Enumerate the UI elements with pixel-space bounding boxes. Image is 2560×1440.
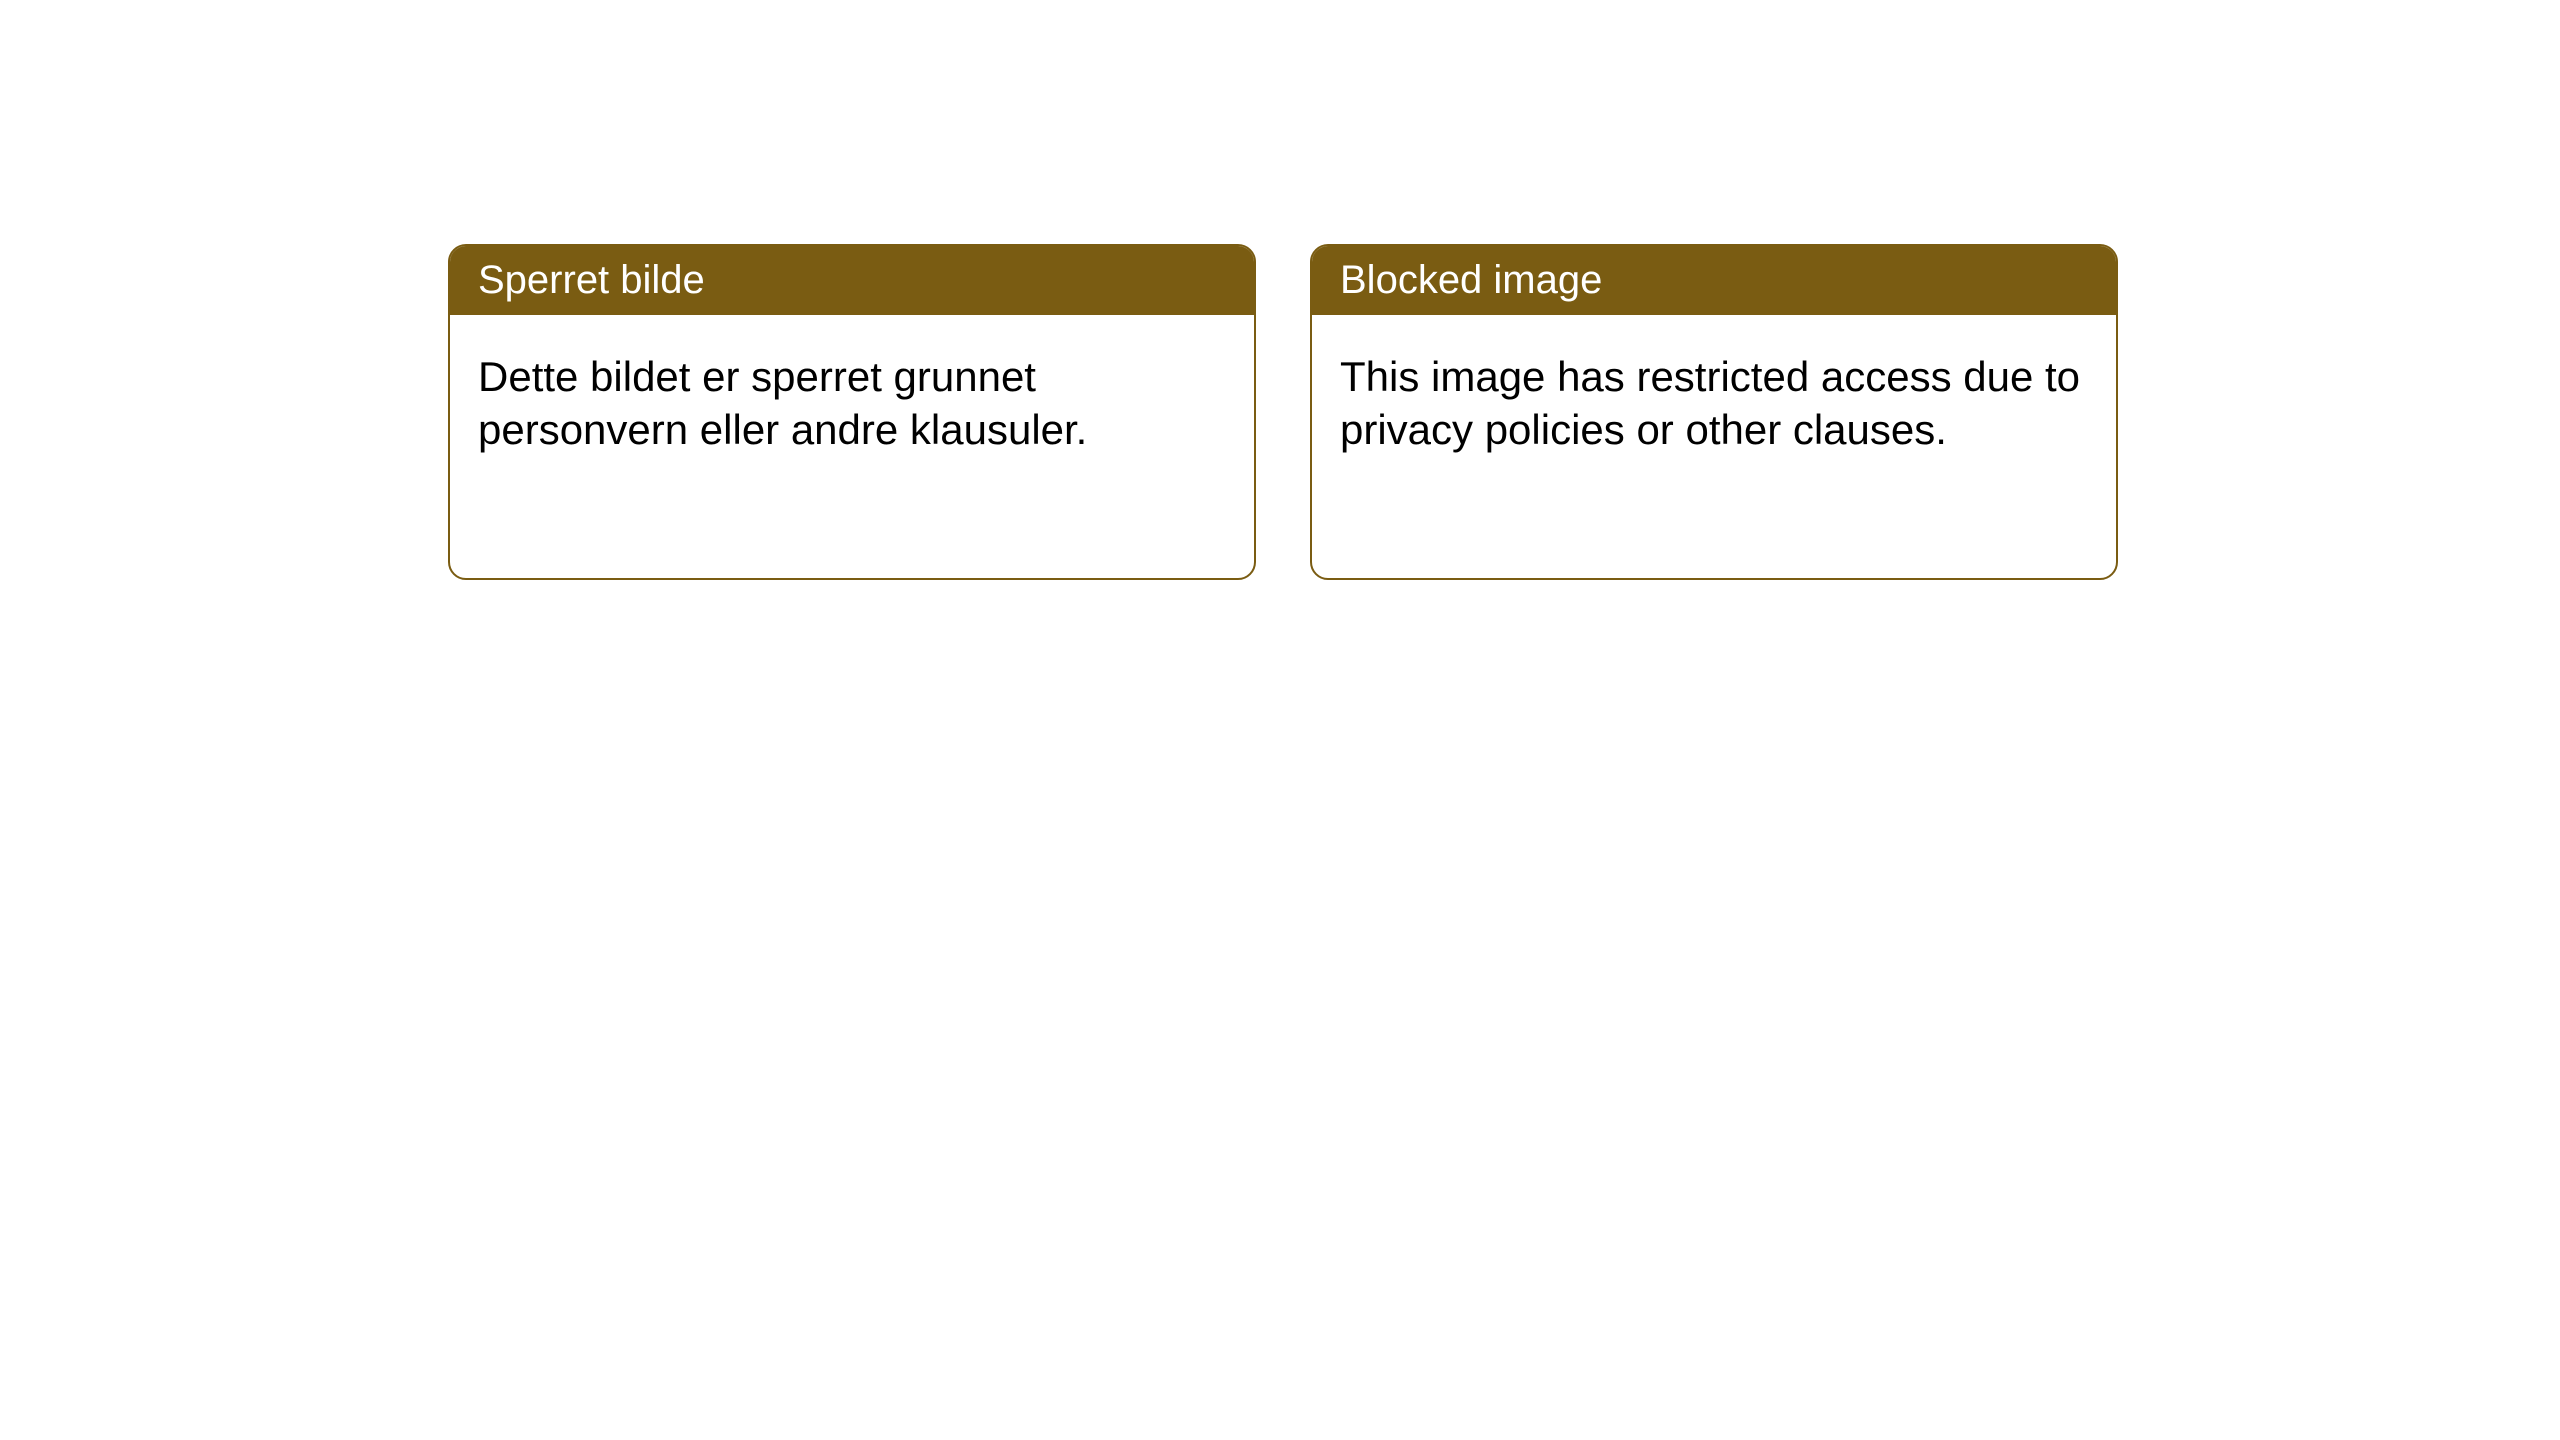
- notice-container: Sperret bilde Dette bildet er sperret gr…: [0, 0, 2560, 580]
- notice-body-english: This image has restricted access due to …: [1312, 315, 2116, 492]
- notice-header-english: Blocked image: [1312, 246, 2116, 315]
- notice-body-norwegian: Dette bildet er sperret grunnet personve…: [450, 315, 1254, 492]
- notice-header-norwegian: Sperret bilde: [450, 246, 1254, 315]
- notice-card-norwegian: Sperret bilde Dette bildet er sperret gr…: [448, 244, 1256, 580]
- notice-card-english: Blocked image This image has restricted …: [1310, 244, 2118, 580]
